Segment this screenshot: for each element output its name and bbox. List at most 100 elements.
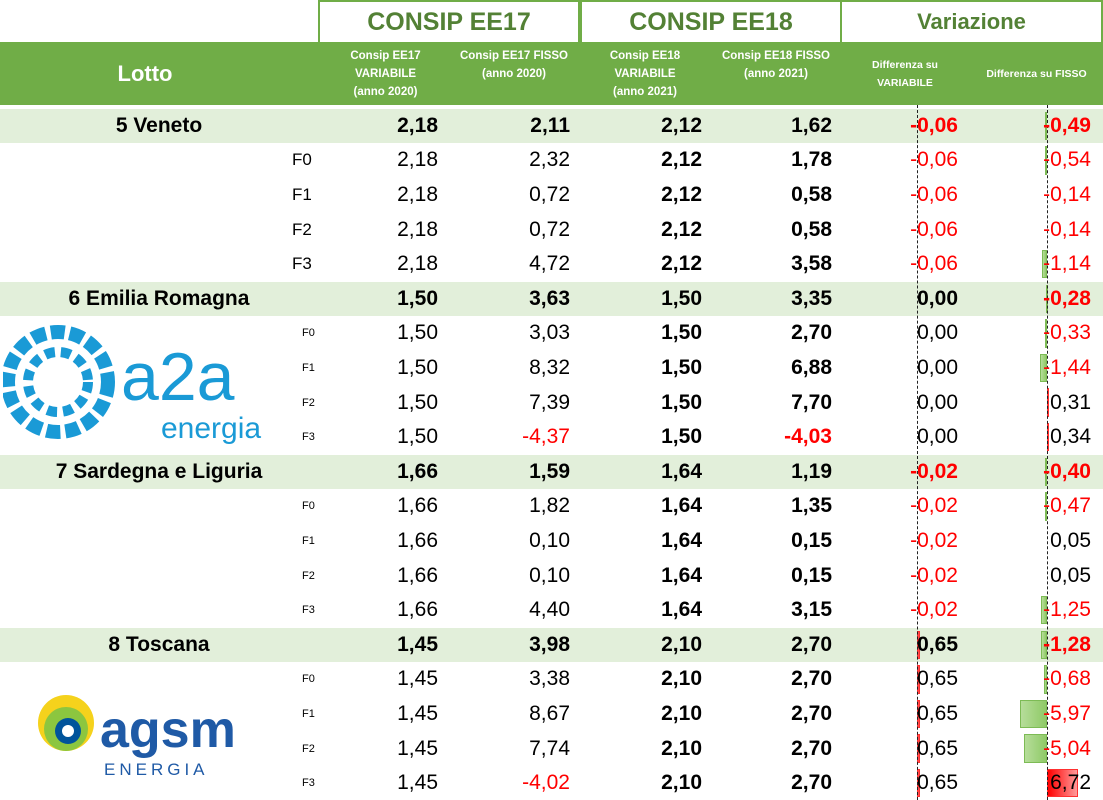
cell-ee18-fisso: 2,70 bbox=[791, 632, 832, 656]
col-ee18-fisso: Consip EE18 FISSO (anno 2021) bbox=[722, 49, 830, 80]
fascia-label: F3 bbox=[302, 777, 315, 790]
cell-ee18-var: 1,64 bbox=[661, 598, 702, 622]
fascia-row: F2 2,18 0,72 2,12 0,58 -0,06 -0,14 bbox=[0, 212, 1103, 247]
cell-ee17-var: 1,66 bbox=[397, 528, 438, 552]
fascia-row: F3 2,18 4,72 2,12 3,58 -0,06 -1,14 bbox=[0, 247, 1103, 282]
cell-diff-var: -0,06 bbox=[910, 252, 958, 276]
fascia-label: F3 bbox=[302, 431, 315, 444]
cell-ee18-var: 1,50 bbox=[661, 286, 702, 310]
cell-diff-var: 0,65 bbox=[917, 701, 958, 725]
cell-ee18-fisso: 0,58 bbox=[791, 182, 832, 206]
cell-ee17-fisso: 0,10 bbox=[529, 563, 570, 587]
cell-ee17-fisso: 4,72 bbox=[529, 252, 570, 276]
cell-diff-var: 0,00 bbox=[917, 390, 958, 414]
cell-ee17-var: 1,66 bbox=[397, 494, 438, 518]
fascia-row: F3 1,50 -4,37 1,50 -4,03 0,00 0,34 bbox=[0, 420, 1103, 455]
cell-ee18-var: 2,10 bbox=[661, 701, 702, 725]
data-bar bbox=[1043, 665, 1047, 694]
cell-ee17-var: 1,45 bbox=[397, 667, 438, 691]
logo-agsm: agsm ENERGIA bbox=[0, 662, 285, 800]
cell-ee18-var: 2,10 bbox=[661, 771, 702, 795]
column-header-row: Lotto Consip EE17 VARIABILE (anno 2020) … bbox=[0, 42, 1103, 105]
cell-ee18-var: 1,50 bbox=[661, 390, 702, 414]
cell-ee18-var: 2,12 bbox=[661, 252, 702, 276]
cell-ee17-fisso: 2,32 bbox=[529, 148, 570, 172]
cell-ee18-var: 2,12 bbox=[661, 148, 702, 172]
cell-diff-var: 0,65 bbox=[917, 771, 958, 795]
fascia-row: F1 2,18 0,72 2,12 0,58 -0,06 -0,14 bbox=[0, 178, 1103, 213]
cell-ee17-fisso: 3,38 bbox=[529, 667, 570, 691]
col-ee18-variabile: Consip EE18 VARIABILE (anno 2021) bbox=[609, 49, 681, 98]
cell-ee18-fisso: 0,15 bbox=[791, 563, 832, 587]
cell-ee17-var: 2,18 bbox=[397, 182, 438, 206]
cell-ee18-fisso: 1,35 bbox=[791, 494, 832, 518]
data-bar bbox=[1041, 249, 1047, 279]
axis-diff-fisso bbox=[1047, 105, 1048, 800]
svg-text:agsm: agsm bbox=[100, 701, 236, 759]
cell-diff-var: -0,02 bbox=[910, 598, 958, 622]
lotto-row: 7 Sardegna e Liguria 1,66 1,59 1,64 1,19 -0,0… bbox=[0, 454, 1103, 490]
fascia-label: F0 bbox=[302, 327, 315, 340]
fascia-label: F0 bbox=[302, 500, 315, 513]
data-bar bbox=[1044, 492, 1047, 521]
fascia-label: F1 bbox=[302, 361, 315, 374]
cell-ee18-var: 1,50 bbox=[661, 425, 702, 449]
cell-diff-fisso: -0,28 bbox=[1043, 286, 1091, 310]
cell-ee18-var: 2,12 bbox=[661, 113, 702, 137]
cell-ee18-fisso: 7,70 bbox=[791, 390, 832, 414]
cell-ee17-fisso: 0,72 bbox=[529, 182, 570, 206]
cell-ee18-fisso: 6,88 bbox=[791, 355, 832, 379]
cell-ee17-fisso: 8,67 bbox=[529, 701, 570, 725]
cell-diff-fisso: 0,05 bbox=[1050, 528, 1091, 552]
cell-diff-var: -0,02 bbox=[910, 459, 958, 483]
cell-ee17-fisso: 4,40 bbox=[529, 598, 570, 622]
header-consip-ee17: CONSIP EE17 bbox=[318, 0, 580, 42]
cell-diff-var: -0,06 bbox=[910, 113, 958, 137]
cell-ee18-fisso: 3,58 bbox=[791, 252, 832, 276]
fascia-label: F0 bbox=[302, 673, 315, 686]
header-consip-ee18: CONSIP EE18 bbox=[580, 0, 842, 42]
cell-diff-fisso: -0,47 bbox=[1043, 494, 1091, 518]
fascia-row: F0 1,45 3,38 2,10 2,70 0,65 -0,68 bbox=[0, 662, 1103, 697]
col-lotto: Lotto bbox=[117, 60, 173, 86]
cell-ee18-fisso: -4,03 bbox=[784, 425, 832, 449]
lotto-row: 5 Veneto 2,18 2,11 2,12 1,62 -0,06 -0,49 bbox=[0, 108, 1103, 144]
cell-diff-var: -0,06 bbox=[910, 217, 958, 241]
col-diff-fisso: Differenza su FISSO bbox=[986, 67, 1087, 80]
cell-diff-fisso: 0,05 bbox=[1050, 563, 1091, 587]
lotto-name: 5 Veneto bbox=[115, 113, 203, 137]
cell-diff-fisso: -1,28 bbox=[1043, 632, 1091, 656]
lotto-row: 8 Toscana 1,45 3,98 2,10 2,70 0,65 -1,28 bbox=[0, 627, 1103, 663]
cell-ee18-var: 1,64 bbox=[661, 528, 702, 552]
cell-ee18-var: 1,50 bbox=[661, 355, 702, 379]
cell-ee17-fisso: 3,98 bbox=[529, 632, 570, 656]
fascia-label: F3 bbox=[292, 254, 312, 274]
cell-ee17-var: 1,50 bbox=[397, 321, 438, 345]
fascia-row: F0 2,18 2,32 2,12 1,78 -0,06 -0,54 bbox=[0, 143, 1103, 178]
cell-ee17-var: 1,45 bbox=[397, 771, 438, 795]
cell-diff-fisso: -0,40 bbox=[1043, 459, 1091, 483]
logo-a2a: a2a energia bbox=[0, 316, 285, 454]
fascia-label: F1 bbox=[292, 184, 312, 204]
cell-diff-var: -0,02 bbox=[910, 563, 958, 587]
cell-diff-fisso: -5,04 bbox=[1043, 736, 1091, 760]
cell-ee18-fisso: 0,15 bbox=[791, 528, 832, 552]
data-bar bbox=[1041, 595, 1047, 625]
cell-ee18-fisso: 1,62 bbox=[791, 113, 832, 137]
cell-diff-var: 0,00 bbox=[917, 355, 958, 379]
cell-ee17-var: 2,18 bbox=[397, 148, 438, 172]
cell-ee18-fisso: 3,15 bbox=[791, 598, 832, 622]
cell-ee18-var: 2,12 bbox=[661, 182, 702, 206]
fascia-label: F2 bbox=[302, 396, 315, 409]
col-ee17-variabile: Consip EE17 VARIABILE (anno 2020) bbox=[350, 49, 421, 98]
cell-ee17-fisso: 0,10 bbox=[529, 528, 570, 552]
data-bar bbox=[1045, 457, 1048, 487]
cell-ee17-fisso: 1,59 bbox=[529, 459, 570, 483]
fascia-label: F3 bbox=[302, 604, 315, 617]
axis-diff-variabile bbox=[917, 105, 918, 800]
cell-diff-var: 0,00 bbox=[917, 286, 958, 310]
cell-ee17-fisso: 7,39 bbox=[529, 390, 570, 414]
cell-ee18-var: 1,64 bbox=[661, 494, 702, 518]
fascia-row: F1 1,50 8,32 1,50 6,88 0,00 -1,44 bbox=[0, 351, 1103, 386]
cell-ee17-fisso: 3,63 bbox=[529, 286, 570, 310]
